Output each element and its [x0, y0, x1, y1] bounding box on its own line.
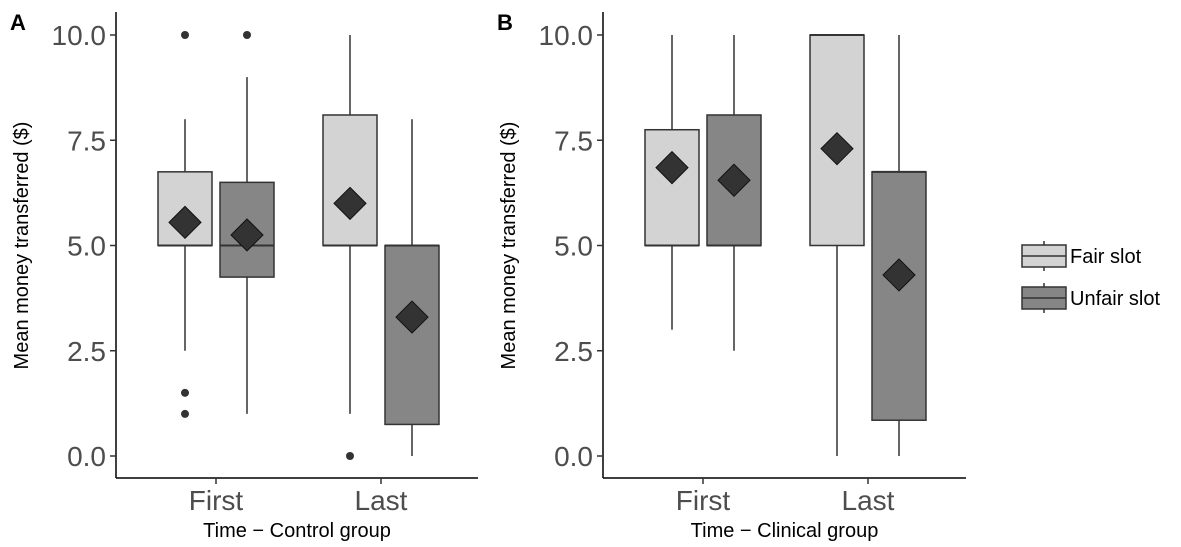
y-axis-title: Mean money transferred ($)	[11, 122, 33, 370]
x-axis-title: Time − Control group	[203, 520, 391, 542]
series-unfair-slot	[706, 35, 927, 456]
mean-diamond	[395, 300, 429, 334]
outlier-point	[243, 31, 251, 39]
y-tick-label: 2.5	[554, 336, 593, 367]
outlier-point	[181, 31, 189, 39]
x-axis-title: Time − Clinical group	[691, 520, 879, 542]
x-tick-label: First	[676, 485, 731, 516]
box-last	[871, 35, 927, 456]
box-first	[706, 35, 762, 351]
panel-a: A 0.0 2.5 5.0 7.5 10.0 Mean money transferred …	[10, 10, 478, 542]
mean-diamond	[333, 186, 367, 221]
legend-label: Fair slot	[1070, 246, 1142, 268]
box-body	[322, 114, 378, 247]
x-tick-label: Last	[842, 485, 895, 516]
panel-label: A	[10, 10, 26, 35]
box-first	[644, 35, 700, 330]
mean-diamond	[655, 150, 689, 185]
box-body	[384, 244, 440, 426]
series-fair-slot	[157, 31, 378, 460]
y-tick-label: 7.5	[554, 125, 593, 156]
panel-label: B	[497, 10, 513, 35]
legend: Fair slot Unfair slot	[1021, 241, 1160, 313]
box-last	[322, 35, 378, 460]
y-tick-label: 10.0	[52, 20, 107, 51]
legend-entry-fair-slot: Fair slot	[1021, 241, 1142, 271]
box-first	[157, 31, 213, 418]
series-unfair-slot	[219, 31, 440, 456]
y-tick-label: 0.0	[554, 441, 593, 472]
legend-entry-unfair-slot: Unfair slot	[1021, 283, 1160, 313]
mean-diamond	[230, 218, 264, 252]
mean-diamond	[168, 205, 202, 240]
outlier-point	[181, 409, 189, 418]
mean-diamond	[882, 258, 916, 292]
mean-diamond	[717, 163, 751, 197]
y-tick-label: 7.5	[67, 125, 106, 156]
box-last	[384, 119, 440, 456]
box-first	[219, 31, 275, 414]
y-tick-label: 5.0	[67, 231, 106, 262]
box-body	[644, 128, 700, 247]
outlier-point	[181, 388, 189, 397]
y-axis-title: Mean money transferred ($)	[498, 122, 520, 370]
y-tick-label: 10.0	[539, 20, 594, 51]
panel-b: B 0.0 2.5 5.0 7.5 10.0 Mean money transferred …	[497, 10, 966, 542]
y-tick-label: 0.0	[67, 441, 106, 472]
mean-diamond	[820, 131, 854, 166]
y-tick-label: 5.0	[554, 231, 593, 262]
x-tick-label: First	[189, 485, 244, 516]
outlier-point	[346, 452, 354, 460]
box-last	[809, 34, 865, 456]
legend-label: Unfair slot	[1070, 288, 1160, 310]
x-tick-label: Last	[355, 485, 408, 516]
series-fair-slot	[644, 34, 865, 456]
y-tick-label: 2.5	[67, 336, 106, 367]
box-body	[871, 171, 927, 421]
